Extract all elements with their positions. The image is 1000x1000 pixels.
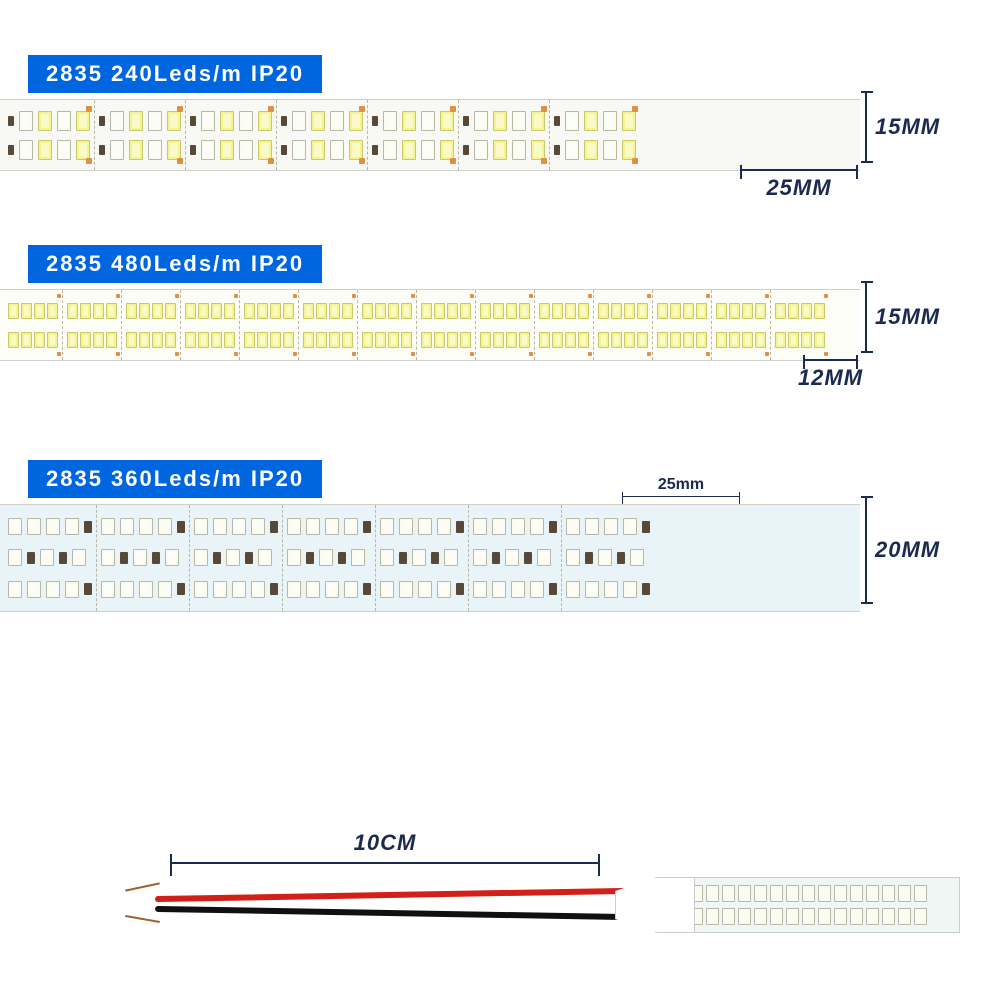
strip-480-segment [771,290,829,360]
dim-width-240-label: 15MM [875,114,940,140]
strip-480-segment [653,290,712,360]
strip-480-segment [594,290,653,360]
dim-seg-240-label: 25MM [766,175,831,201]
section-240: 2835 240Leds/m IP20 15MM 25MM [0,55,1000,235]
mini-strip-row [658,908,957,925]
strip-480-segment [712,290,771,360]
strip-480-segment [63,290,122,360]
dim-seg-480: 12MM [803,359,858,391]
connector-row [95,870,1000,940]
led-strip-480 [0,289,860,361]
section-480: 2835 480Leds/m IP20 15MM 12MM [0,245,1000,425]
strip-240-segment [4,100,95,170]
title-240: 2835 240Leds/m IP20 [28,55,322,93]
strip-360-segment [562,505,654,611]
strip-360-segment [283,505,376,611]
wire-area [95,870,655,940]
wire-black [155,906,625,920]
strip-480-segment [358,290,417,360]
dim-width-360: 20MM [865,496,955,604]
mini-led-strip [655,877,960,933]
dim-width-240: 15MM [865,91,955,163]
title-480: 2835 480Leds/m IP20 [28,245,322,283]
strip-360-segment [469,505,562,611]
strip-480-segment [535,290,594,360]
strip-240-segment [186,100,277,170]
mini-strip-row [658,885,957,902]
strip-480-segment [299,290,358,360]
strip-480-segment [181,290,240,360]
strip-360-segment [4,505,97,611]
wire-red [155,888,625,902]
strip-360-segment [376,505,469,611]
wire-black-tip [125,915,160,923]
dim-width-480: 15MM [865,281,955,353]
dim-seg-480-label: 12MM [798,365,863,391]
dim-seg-240: 25MM [740,169,858,201]
strip-360-segment [97,505,190,611]
strip-240-segment [550,100,640,170]
wire-red-tip [125,882,160,891]
strip-240-segment [95,100,186,170]
dim-wire-length: 10CM [170,830,600,864]
strip-480-segment [476,290,535,360]
dim-wire-length-label: 10CM [354,830,417,856]
strip-240-segment [368,100,459,170]
dim-seg-360: 25mm [622,476,740,497]
strip-360-segment [190,505,283,611]
strip-480-segment [122,290,181,360]
strip-240-segment [459,100,550,170]
led-strip-240 [0,99,860,171]
strip-area-360: 25mm [0,504,1000,612]
led-strip-360 [0,504,860,612]
strip-480-segment [417,290,476,360]
strip-area-480 [0,289,1000,361]
dim-seg-360-label: 25mm [658,476,704,494]
dim-width-360-label: 20MM [875,537,940,563]
dim-width-480-label: 15MM [875,304,940,330]
strip-area-240 [0,99,1000,171]
strip-240-segment [277,100,368,170]
strip-480-segment [240,290,299,360]
section-360: 2835 360Leds/m IP20 25mm 20MM [0,460,1000,690]
title-360: 2835 360Leds/m IP20 [28,460,322,498]
strip-480-segment [4,290,63,360]
connector-terminal [615,877,695,933]
